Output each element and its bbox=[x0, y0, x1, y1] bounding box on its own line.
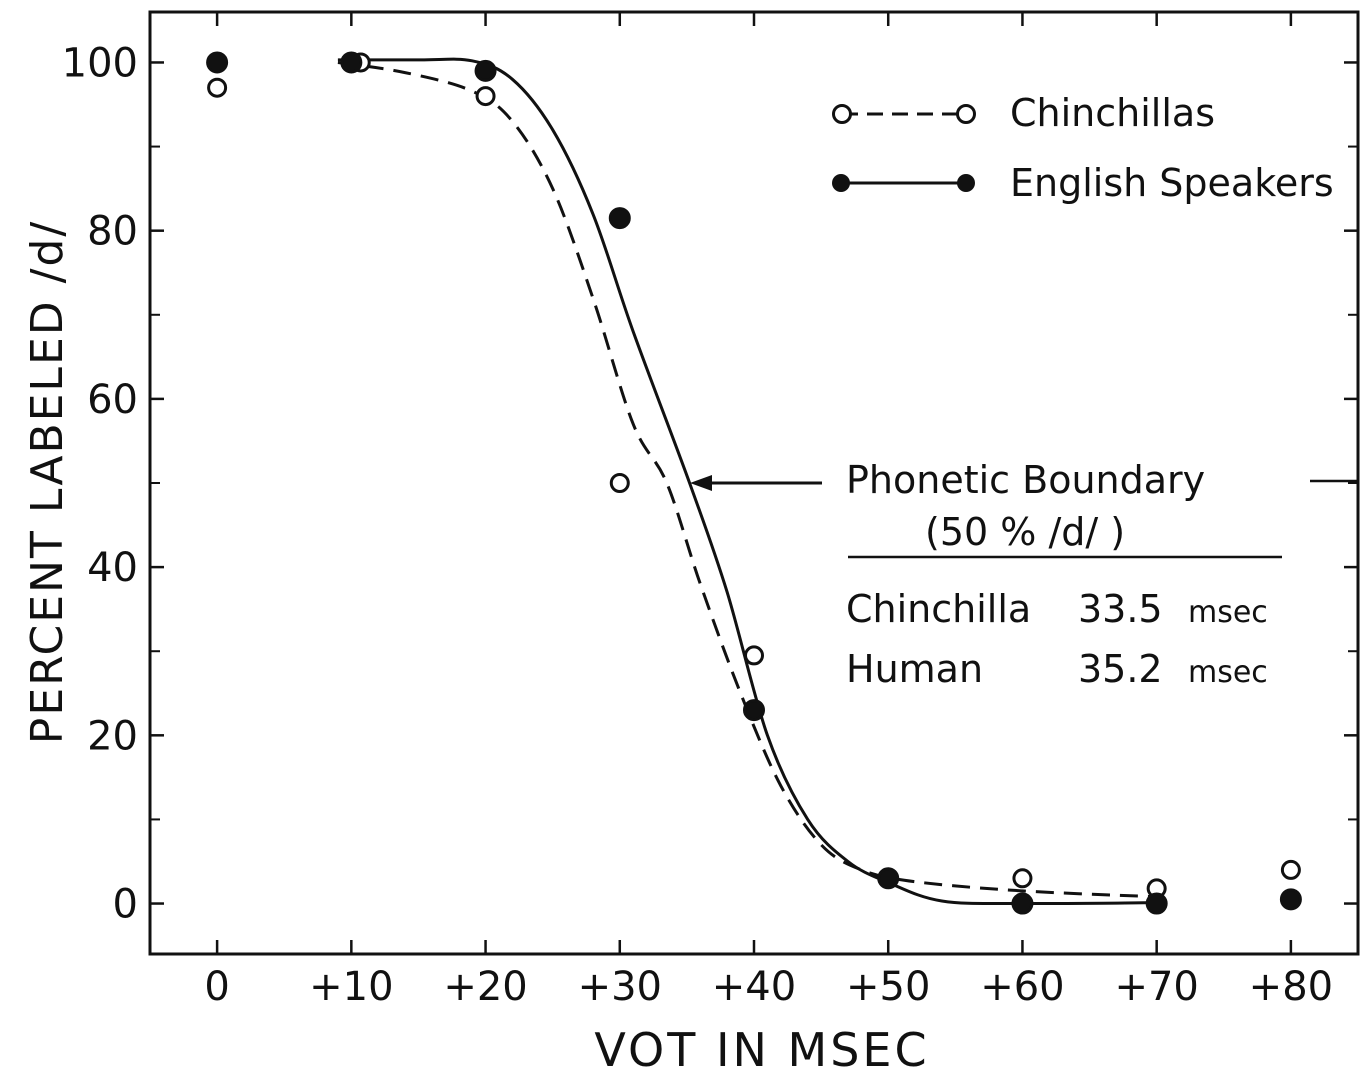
boundary-row-human-unit: msec bbox=[1188, 655, 1268, 690]
x-tick-label: +40 bbox=[712, 964, 796, 1010]
curve-chinchillas bbox=[337, 61, 1157, 899]
legend-marker-english-right bbox=[957, 174, 975, 192]
x-tick-label: +10 bbox=[309, 964, 393, 1010]
point-english-speakers bbox=[1011, 892, 1034, 915]
boundary-row-chinchilla-name: Chinchilla bbox=[846, 587, 1031, 631]
y-tick-label: 80 bbox=[87, 209, 138, 255]
point-english-speakers bbox=[474, 59, 497, 82]
boundary-subtitle: (50 % /d/ ) bbox=[925, 510, 1125, 554]
point-chinchillas bbox=[475, 86, 496, 107]
point-english-speakers bbox=[743, 699, 765, 722]
y-tick-label: 60 bbox=[87, 377, 138, 423]
point-english-speakers bbox=[206, 51, 229, 74]
y-axis: 0 20 40 60 80 100 bbox=[62, 40, 1358, 928]
boundary-title: Phonetic Boundary bbox=[846, 458, 1205, 502]
x-tick-label: +50 bbox=[846, 964, 930, 1010]
point-chinchillas bbox=[744, 645, 764, 666]
legend-marker-chinchillas-left bbox=[832, 104, 852, 124]
boundary-arrow-head bbox=[690, 475, 712, 491]
x-tick-label: +20 bbox=[443, 964, 527, 1010]
point-chinchillas bbox=[609, 473, 630, 493]
fitted-curves bbox=[337, 57, 1157, 906]
boundary-annotation: Phonetic Boundary (50 % /d/ ) Chinchilla… bbox=[690, 458, 1358, 691]
y-tick-label: 0 bbox=[113, 882, 138, 928]
x-axis: 0 +10 +20 +30 +40 +50 +60 +70 +80 bbox=[204, 12, 1333, 1010]
point-english-speakers bbox=[1145, 892, 1168, 915]
point-english-speakers bbox=[340, 51, 363, 74]
point-chinchillas bbox=[1280, 859, 1301, 880]
point-chinchillas bbox=[1012, 868, 1033, 889]
y-axis-label: PERCENT LABELED /d/ bbox=[22, 220, 73, 744]
y-tick-label: 100 bbox=[62, 40, 138, 86]
point-english-speakers bbox=[1279, 888, 1302, 911]
point-chinchillas bbox=[207, 77, 228, 98]
x-tick-label: +70 bbox=[1114, 964, 1198, 1010]
x-tick-label: 0 bbox=[204, 964, 229, 1010]
x-tick-label: +60 bbox=[980, 964, 1064, 1010]
legend-label-english: English Speakers bbox=[1010, 161, 1334, 205]
legend: Chinchillas English Speakers bbox=[832, 91, 1334, 205]
legend-marker-chinchillas-right bbox=[956, 104, 976, 124]
x-axis-label: VOT IN MSEC bbox=[594, 1023, 929, 1075]
boundary-row-human-value: 35.2 bbox=[1078, 647, 1163, 691]
data-points bbox=[206, 51, 1302, 915]
y-tick-label: 20 bbox=[87, 713, 138, 759]
boundary-row-human-name: Human bbox=[846, 647, 983, 691]
y-tick-label: 40 bbox=[87, 545, 138, 591]
boundary-row-chinchilla-unit: msec bbox=[1188, 595, 1268, 630]
curve-english-speakers bbox=[337, 57, 1157, 906]
point-english-speakers bbox=[877, 867, 900, 890]
boundary-row-chinchilla-value: 33.5 bbox=[1078, 587, 1163, 631]
legend-label-chinchillas: Chinchillas bbox=[1010, 91, 1215, 135]
x-tick-label: +30 bbox=[578, 964, 662, 1010]
x-tick-label: +80 bbox=[1249, 964, 1333, 1010]
legend-marker-english-left bbox=[832, 174, 850, 192]
point-english-speakers bbox=[608, 207, 631, 230]
